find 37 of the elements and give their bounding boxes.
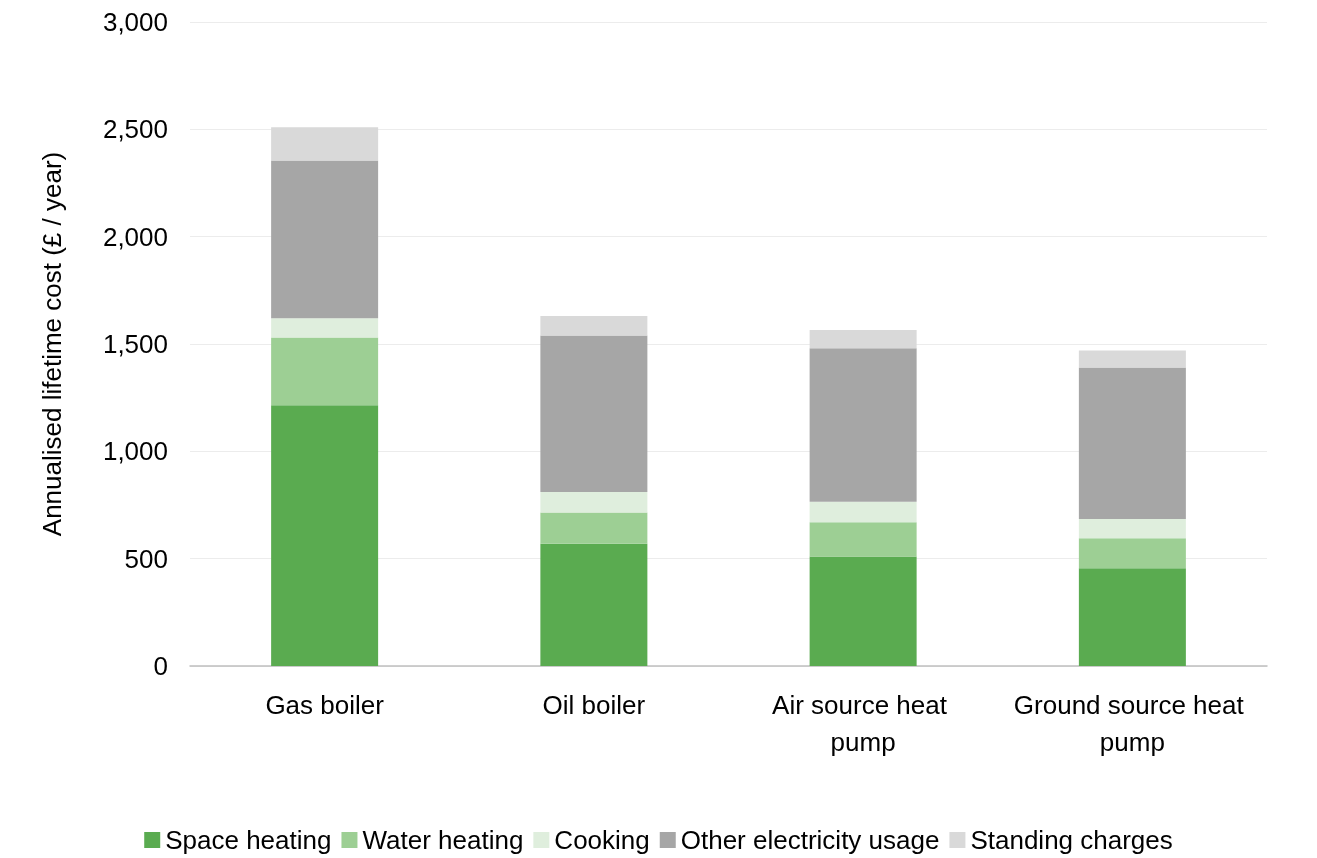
bar [809, 522, 917, 557]
bar [809, 556, 917, 666]
bar [271, 160, 379, 319]
bar [540, 316, 648, 336]
legend-label: Standing charges [970, 825, 1173, 855]
y-tick-label: 2,500 [102, 114, 168, 145]
bar [540, 543, 648, 666]
bar [271, 337, 379, 406]
x-tick-label: Ground source heat pump [1013, 689, 1251, 757]
bar [1078, 350, 1186, 368]
y-tick-label: 3,000 [102, 7, 168, 37]
y-axis-title: Annualised lifetime cost (£ / year) [37, 151, 67, 537]
bar [540, 492, 648, 513]
x-tick-label: Gas boiler [265, 689, 385, 720]
bar [1078, 518, 1186, 539]
x-tick-label: Air source heat pump [772, 689, 955, 757]
y-tick-label: 2,000 [102, 221, 168, 252]
x-tick-label: Oil boiler [542, 689, 646, 720]
bar [1078, 367, 1186, 519]
bar [1078, 568, 1186, 666]
bar [540, 335, 648, 493]
bar [809, 330, 917, 349]
legend-label: Space heating [165, 825, 332, 855]
y-tick-label: 1,500 [102, 329, 168, 359]
legend-label: Other electricity usage [680, 825, 940, 855]
y-tick-label: 0 [153, 651, 168, 681]
bar [271, 405, 379, 666]
bar [271, 127, 379, 161]
bar [271, 318, 379, 338]
bar [540, 512, 648, 544]
bar [1078, 538, 1186, 569]
legend-label: Water heating [362, 825, 524, 855]
bar [809, 501, 917, 523]
legend-label: Cooking [554, 825, 650, 855]
y-tick-label: 500 [124, 543, 168, 574]
y-tick-label: 1,000 [102, 436, 168, 467]
bar [809, 348, 917, 502]
